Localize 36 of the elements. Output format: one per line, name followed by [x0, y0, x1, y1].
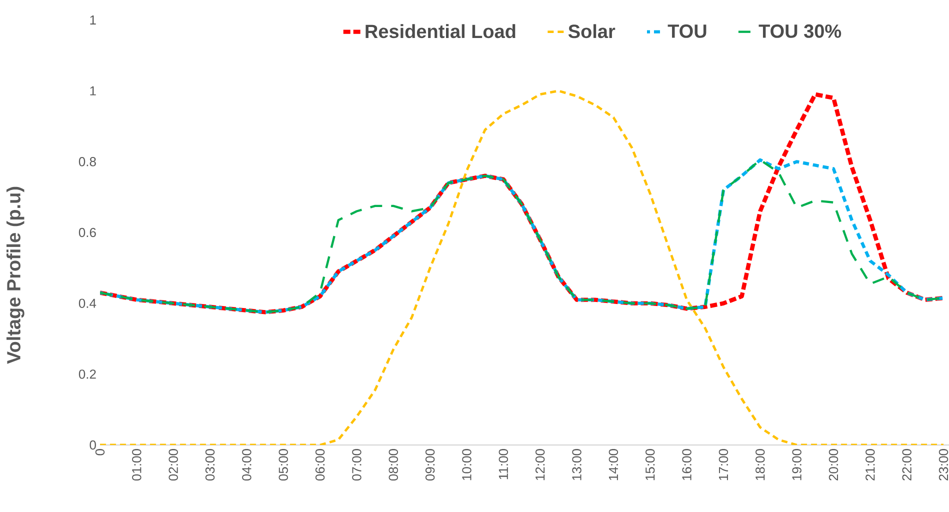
x-tick-label: 05:00 [278, 449, 288, 481]
x-tick-label: 19:00 [792, 449, 802, 480]
y-tick-label: 0.2 [78, 370, 96, 379]
y-tick-label: 1 [90, 16, 96, 24]
x-tick-label: 14:00 [608, 449, 618, 480]
x-tick-label: 03:00 [205, 449, 215, 481]
x-tick-label: 10:00 [462, 449, 472, 480]
x-tick-label: 18:00 [756, 449, 765, 480]
x-tick-label: 11:00 [498, 449, 508, 480]
x-tick-label: 08:00 [388, 449, 398, 481]
y-tick-label: 0.6 [78, 228, 96, 238]
y-tick-label: 0 [90, 440, 96, 450]
x-tick-label: 20:00 [828, 449, 838, 480]
legend-label: TOU [668, 24, 706, 38]
x-tick-label: 21:00 [866, 449, 875, 480]
legend-label: Solar [568, 24, 616, 38]
x-tick-label: 0 [95, 449, 105, 456]
y-tick-label: 0.4 [78, 298, 96, 308]
x-tick-label: 13:00 [572, 449, 582, 480]
x-tick-label: 12:00 [535, 449, 545, 480]
legend-label: Residential Load [366, 24, 516, 38]
x-tick-label: 06:00 [315, 449, 325, 481]
y-tick-label: 0.8 [78, 157, 96, 166]
y-axis-title: Voltage Profile (p.u) [6, 186, 24, 364]
legend-label: TOU 30% [758, 24, 842, 38]
x-tick-label: 23:00 [938, 449, 948, 480]
x-tick-label: 17:00 [718, 449, 728, 480]
x-tick-label: 16:00 [682, 449, 692, 480]
y-tick-label: 1 [90, 86, 96, 96]
x-tick-label: 01:00 [132, 449, 142, 481]
x-tick-label: 15:00 [646, 449, 655, 480]
x-tick-label: 02:00 [168, 449, 178, 481]
x-tick-label: 22:00 [902, 449, 912, 480]
x-tick-label: 09:00 [425, 449, 435, 481]
x-tick-label: 04:00 [242, 449, 252, 481]
x-tick-label: 07:00 [352, 449, 362, 481]
